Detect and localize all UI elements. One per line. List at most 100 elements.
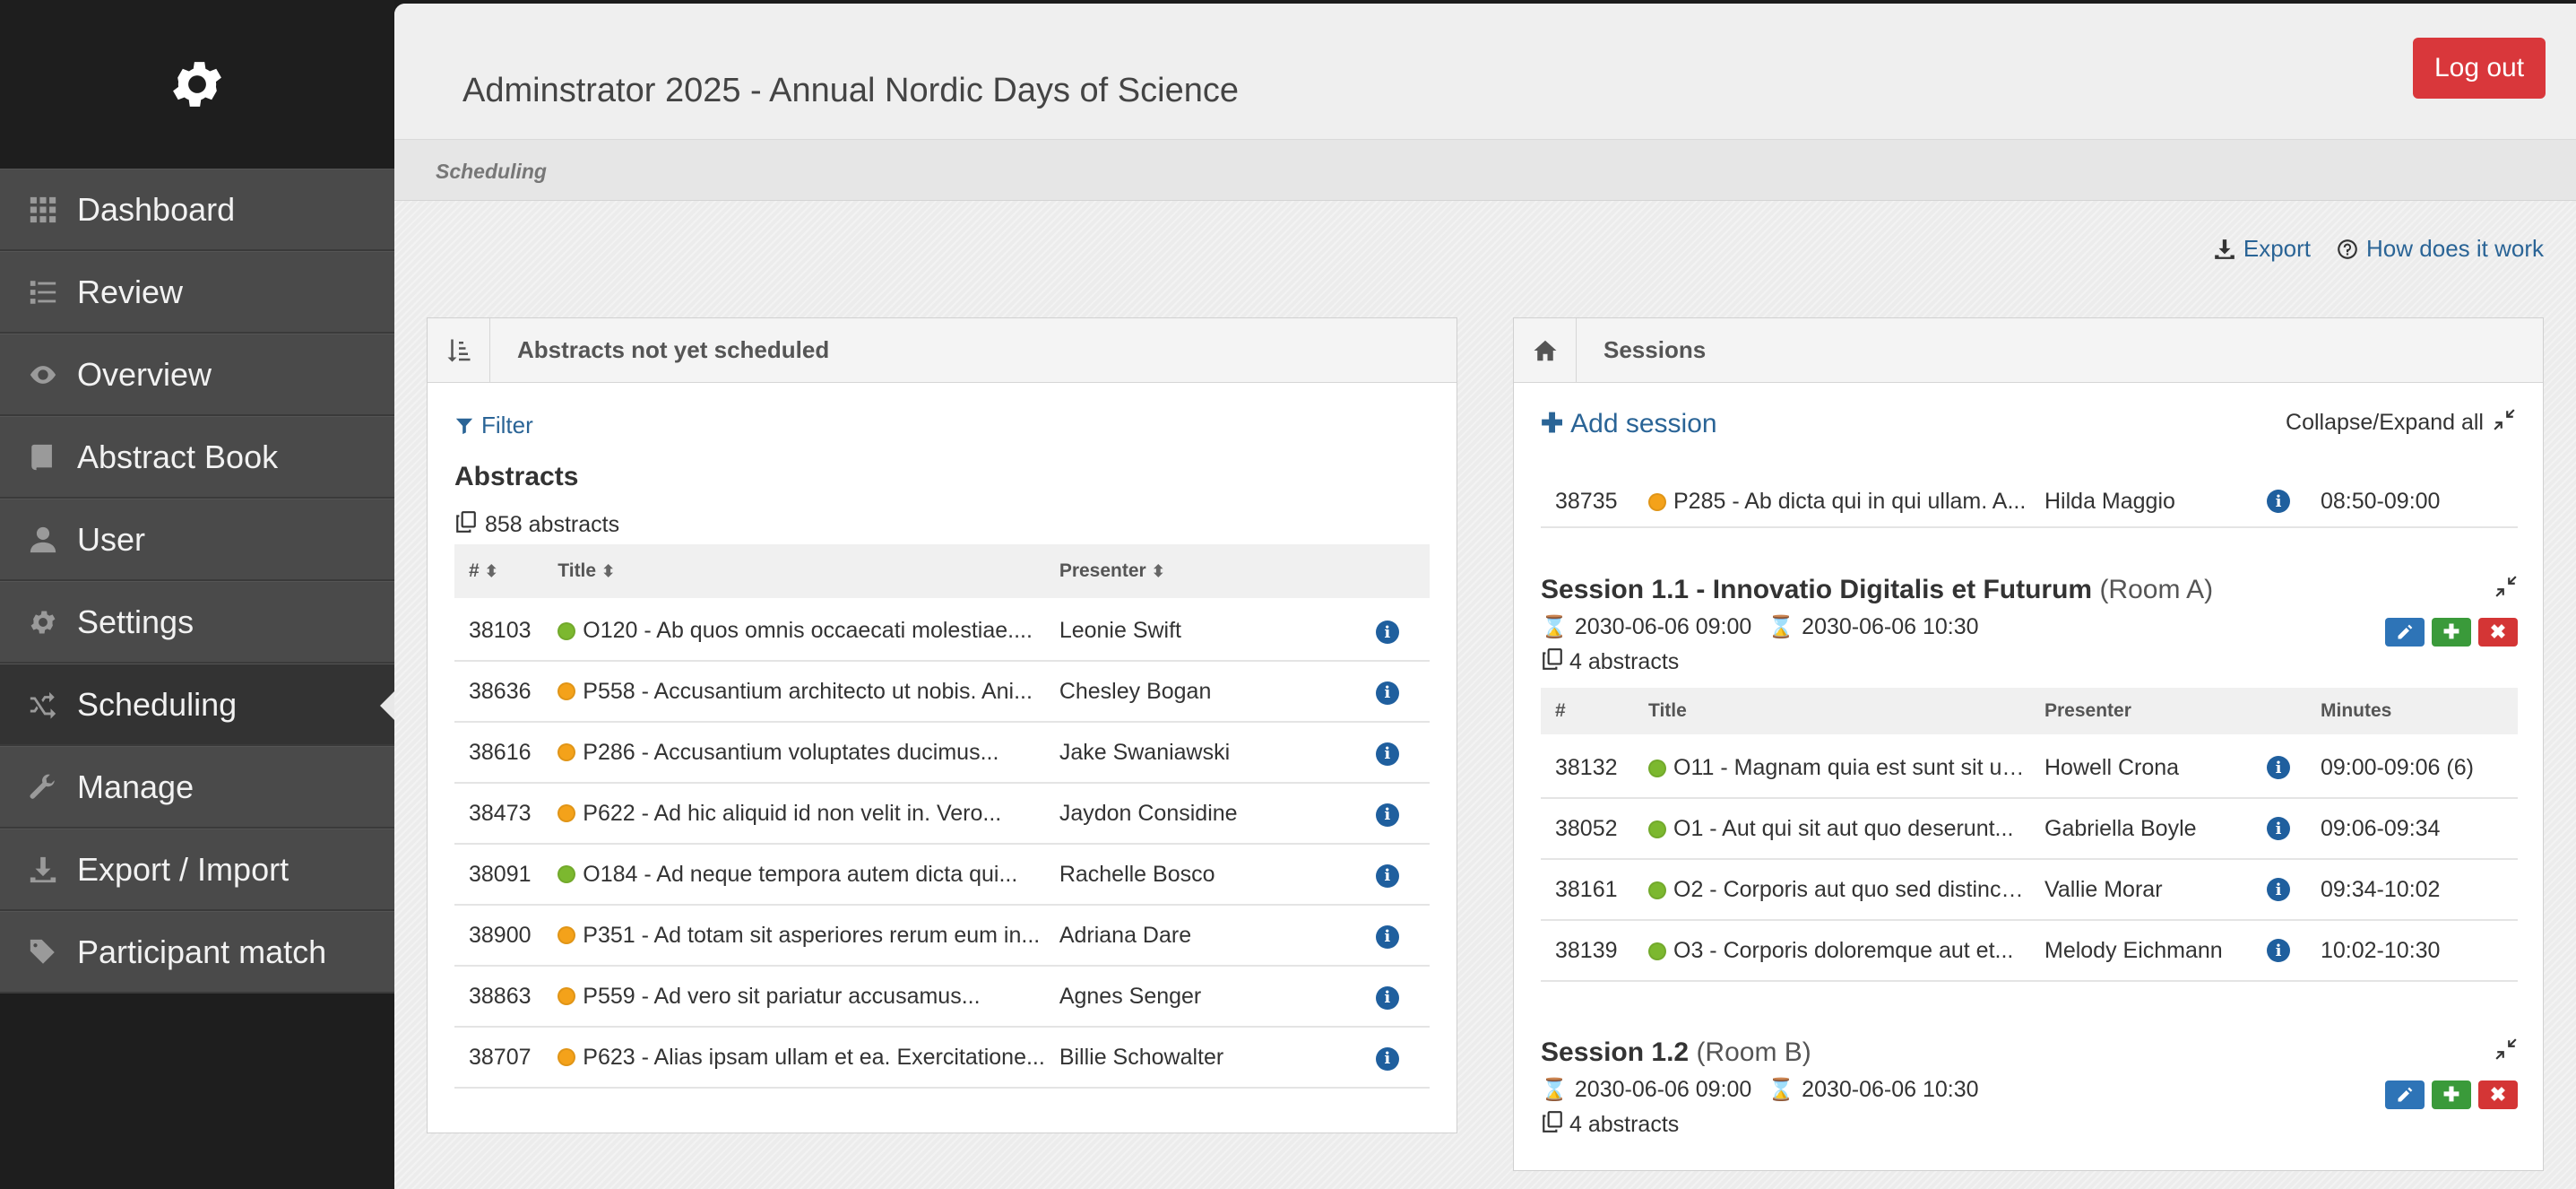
info-button[interactable]: i xyxy=(1361,783,1430,845)
table-row[interactable]: 38139 O3 - Corporis doloremque aut et... M… xyxy=(1541,921,2518,982)
info-button[interactable]: i xyxy=(1361,905,1430,967)
info-button[interactable]: i xyxy=(2251,878,2306,901)
table-row[interactable]: 38863 P559 - Ad vero sit pariatur accusam… xyxy=(454,966,1430,1028)
status-dot xyxy=(558,926,576,945)
compress-icon[interactable] xyxy=(2494,1037,2518,1065)
status-dot xyxy=(558,682,576,701)
sidebar-item-review[interactable]: Review xyxy=(0,251,394,334)
table-row[interactable]: 38091 O184 - Ad neque tempora autem dicta… xyxy=(454,844,1430,906)
sessions-list[interactable]: 38735 P285 - Ab dicta qui in qui ullam. … xyxy=(1541,482,2518,1170)
status-dot xyxy=(558,804,576,823)
session-times: ⌛ 2030-06-06 09:00 ⌛ 2030-06-06 10:30 xyxy=(1541,1077,2518,1103)
abstract-title-text: O1 - Aut qui sit aut quo deserunt... xyxy=(1673,815,2014,841)
col-presenter-header[interactable]: Presenter ⬍ xyxy=(1044,544,1361,602)
abstract-presenter: Billie Schowalter xyxy=(1044,1027,1361,1089)
info-button[interactable]: i xyxy=(2251,939,2306,962)
session-count-text: 4 abstracts xyxy=(1569,1112,1680,1137)
abstract-presenter: Vallie Morar xyxy=(2044,876,2163,902)
info-button[interactable]: i xyxy=(1361,966,1430,1028)
export-link[interactable]: Export xyxy=(2213,235,2311,263)
sidebar-item-scheduling[interactable]: Scheduling xyxy=(0,664,394,746)
sidebar-item-label: Manage xyxy=(77,768,194,805)
panel-header: Sessions xyxy=(1514,318,2543,383)
home-icon[interactable] xyxy=(1514,318,1577,383)
page-header: Adminstrator 2025 - Annual Nordic Days o… xyxy=(394,4,2576,140)
filter-link[interactable]: Filter xyxy=(454,412,533,439)
compress-icon[interactable] xyxy=(2494,575,2518,603)
info-button[interactable]: i xyxy=(2251,756,2306,779)
info-button[interactable]: i xyxy=(1361,661,1430,723)
session-count-text: 4 abstracts xyxy=(1569,649,1680,674)
sidebar-item-overview[interactable]: Overview xyxy=(0,334,394,416)
table-row[interactable]: 38161 O2 - Corporis aut quo sed distincti… xyxy=(1541,860,2518,921)
table-row[interactable]: 38900 P351 - Ad totam sit asperiores reru… xyxy=(454,905,1430,967)
session-count: 4 abstracts xyxy=(1541,647,2518,677)
app-logo[interactable] xyxy=(0,0,394,169)
abstract-id: 38132 xyxy=(1555,754,1618,780)
abstract-minutes: 09:06-09:34 xyxy=(2321,815,2441,841)
question-circle-icon xyxy=(2338,239,2357,259)
table-row[interactable]: 38636 P558 - Accusantium architecto ut no… xyxy=(454,661,1430,723)
sort-icon: ⬍ xyxy=(1151,562,1165,580)
edit-session-button[interactable] xyxy=(2385,618,2425,647)
info-icon: i xyxy=(1375,864,1399,888)
table-row[interactable]: 38707 P623 - Alias ipsam ullam et ea. Exe… xyxy=(454,1027,1430,1089)
table-row[interactable]: 38132 O11 - Magnam quia est sunt sit ut..… xyxy=(1541,738,2518,799)
session-start: 2030-06-06 09:00 xyxy=(1574,614,1752,639)
close-icon: ✖ xyxy=(2489,621,2507,643)
add-abstract-button[interactable]: ✚ xyxy=(2432,618,2471,647)
abstract-id: 38707 xyxy=(454,1027,544,1089)
abstract-presenter: Jaydon Considine xyxy=(1044,783,1361,845)
info-button[interactable]: i xyxy=(1361,722,1430,784)
status-dot xyxy=(1648,942,1666,960)
col-title-label: Title xyxy=(558,560,597,581)
sidebar-item-manage[interactable]: Manage xyxy=(0,746,394,829)
sidebar-item-dashboard[interactable]: Dashboard xyxy=(0,169,394,251)
col-title-header[interactable]: Title ⬍ xyxy=(543,544,1045,602)
info-icon: i xyxy=(2267,939,2290,962)
panel-title: Abstracts not yet scheduled xyxy=(517,336,830,363)
book-icon xyxy=(25,439,61,475)
abstract-id: 38052 xyxy=(1555,815,1618,841)
info-button[interactable]: i xyxy=(2251,490,2306,513)
table-row[interactable]: 38473 P622 - Ad hic aliquid id non velit … xyxy=(454,783,1430,845)
sidebar-item-export-import[interactable]: Export / Import xyxy=(0,829,394,911)
sidebar-item-user[interactable]: User xyxy=(0,499,394,581)
logout-button[interactable]: Log out xyxy=(2413,38,2546,99)
session-actions: ✚ ✖ xyxy=(2385,618,2518,647)
sidebar-item-participant-match[interactable]: Participant match xyxy=(0,911,394,994)
how-does-it-work-link[interactable]: How does it work xyxy=(2336,235,2544,263)
sidebar-item-abstract-book[interactable]: Abstract Book xyxy=(0,416,394,499)
session-actions: ✚ ✖ xyxy=(2385,1081,2518,1109)
delete-session-button[interactable]: ✖ xyxy=(2478,1081,2518,1109)
delete-session-button[interactable]: ✖ xyxy=(2478,618,2518,647)
session-block: Session 1.1 - Innovatio Digitalis et Fut… xyxy=(1541,575,2518,982)
info-button[interactable]: i xyxy=(2251,817,2306,840)
abstracts-table: # ⬍ Title ⬍ Presenter ⬍ 38103 O120 - Ab quos… xyxy=(454,544,1430,1089)
session-end: 2030-06-06 10:30 xyxy=(1802,1077,1979,1102)
table-row[interactable]: 38052 O1 - Aut qui sit aut quo deserunt..… xyxy=(1541,799,2518,860)
edit-session-button[interactable] xyxy=(2385,1081,2425,1109)
abstract-presenter: Rachelle Bosco xyxy=(1044,844,1361,906)
table-row[interactable]: 38735 P285 - Ab dicta qui in qui ullam. … xyxy=(1541,476,2518,528)
table-row[interactable]: 38616 P286 - Accusantium voluptates ducim… xyxy=(454,722,1430,784)
abstract-id: 38139 xyxy=(1555,937,1618,963)
table-row[interactable]: 38103 O120 - Ab quos omnis occaecati mole… xyxy=(454,600,1430,662)
info-icon: i xyxy=(1375,742,1399,766)
session-start: 2030-06-06 09:00 xyxy=(1574,1077,1752,1102)
info-button[interactable]: i xyxy=(1361,600,1430,662)
sidebar-item-settings[interactable]: Settings xyxy=(0,581,394,664)
add-abstract-button[interactable]: ✚ xyxy=(2432,1081,2471,1109)
sort-order-icon[interactable] xyxy=(428,317,490,383)
info-button[interactable]: i xyxy=(1361,844,1430,906)
info-button[interactable]: i xyxy=(1361,1027,1430,1089)
abstract-presenter: Chesley Bogan xyxy=(1044,661,1361,723)
collapse-expand-all[interactable]: Collapse/Expand all xyxy=(2286,408,2516,438)
copy-icon xyxy=(1541,1110,1564,1140)
hourglass-end-icon: ⌛ xyxy=(1768,615,1795,639)
shuffle-icon xyxy=(25,687,61,723)
add-session-button[interactable]: ✚ Add session xyxy=(1541,408,1717,439)
col-id-header[interactable]: # ⬍ xyxy=(454,544,544,602)
info-icon: i xyxy=(1375,924,1399,949)
abstract-title: P558 - Accusantium architecto ut nobis. … xyxy=(543,661,1045,723)
